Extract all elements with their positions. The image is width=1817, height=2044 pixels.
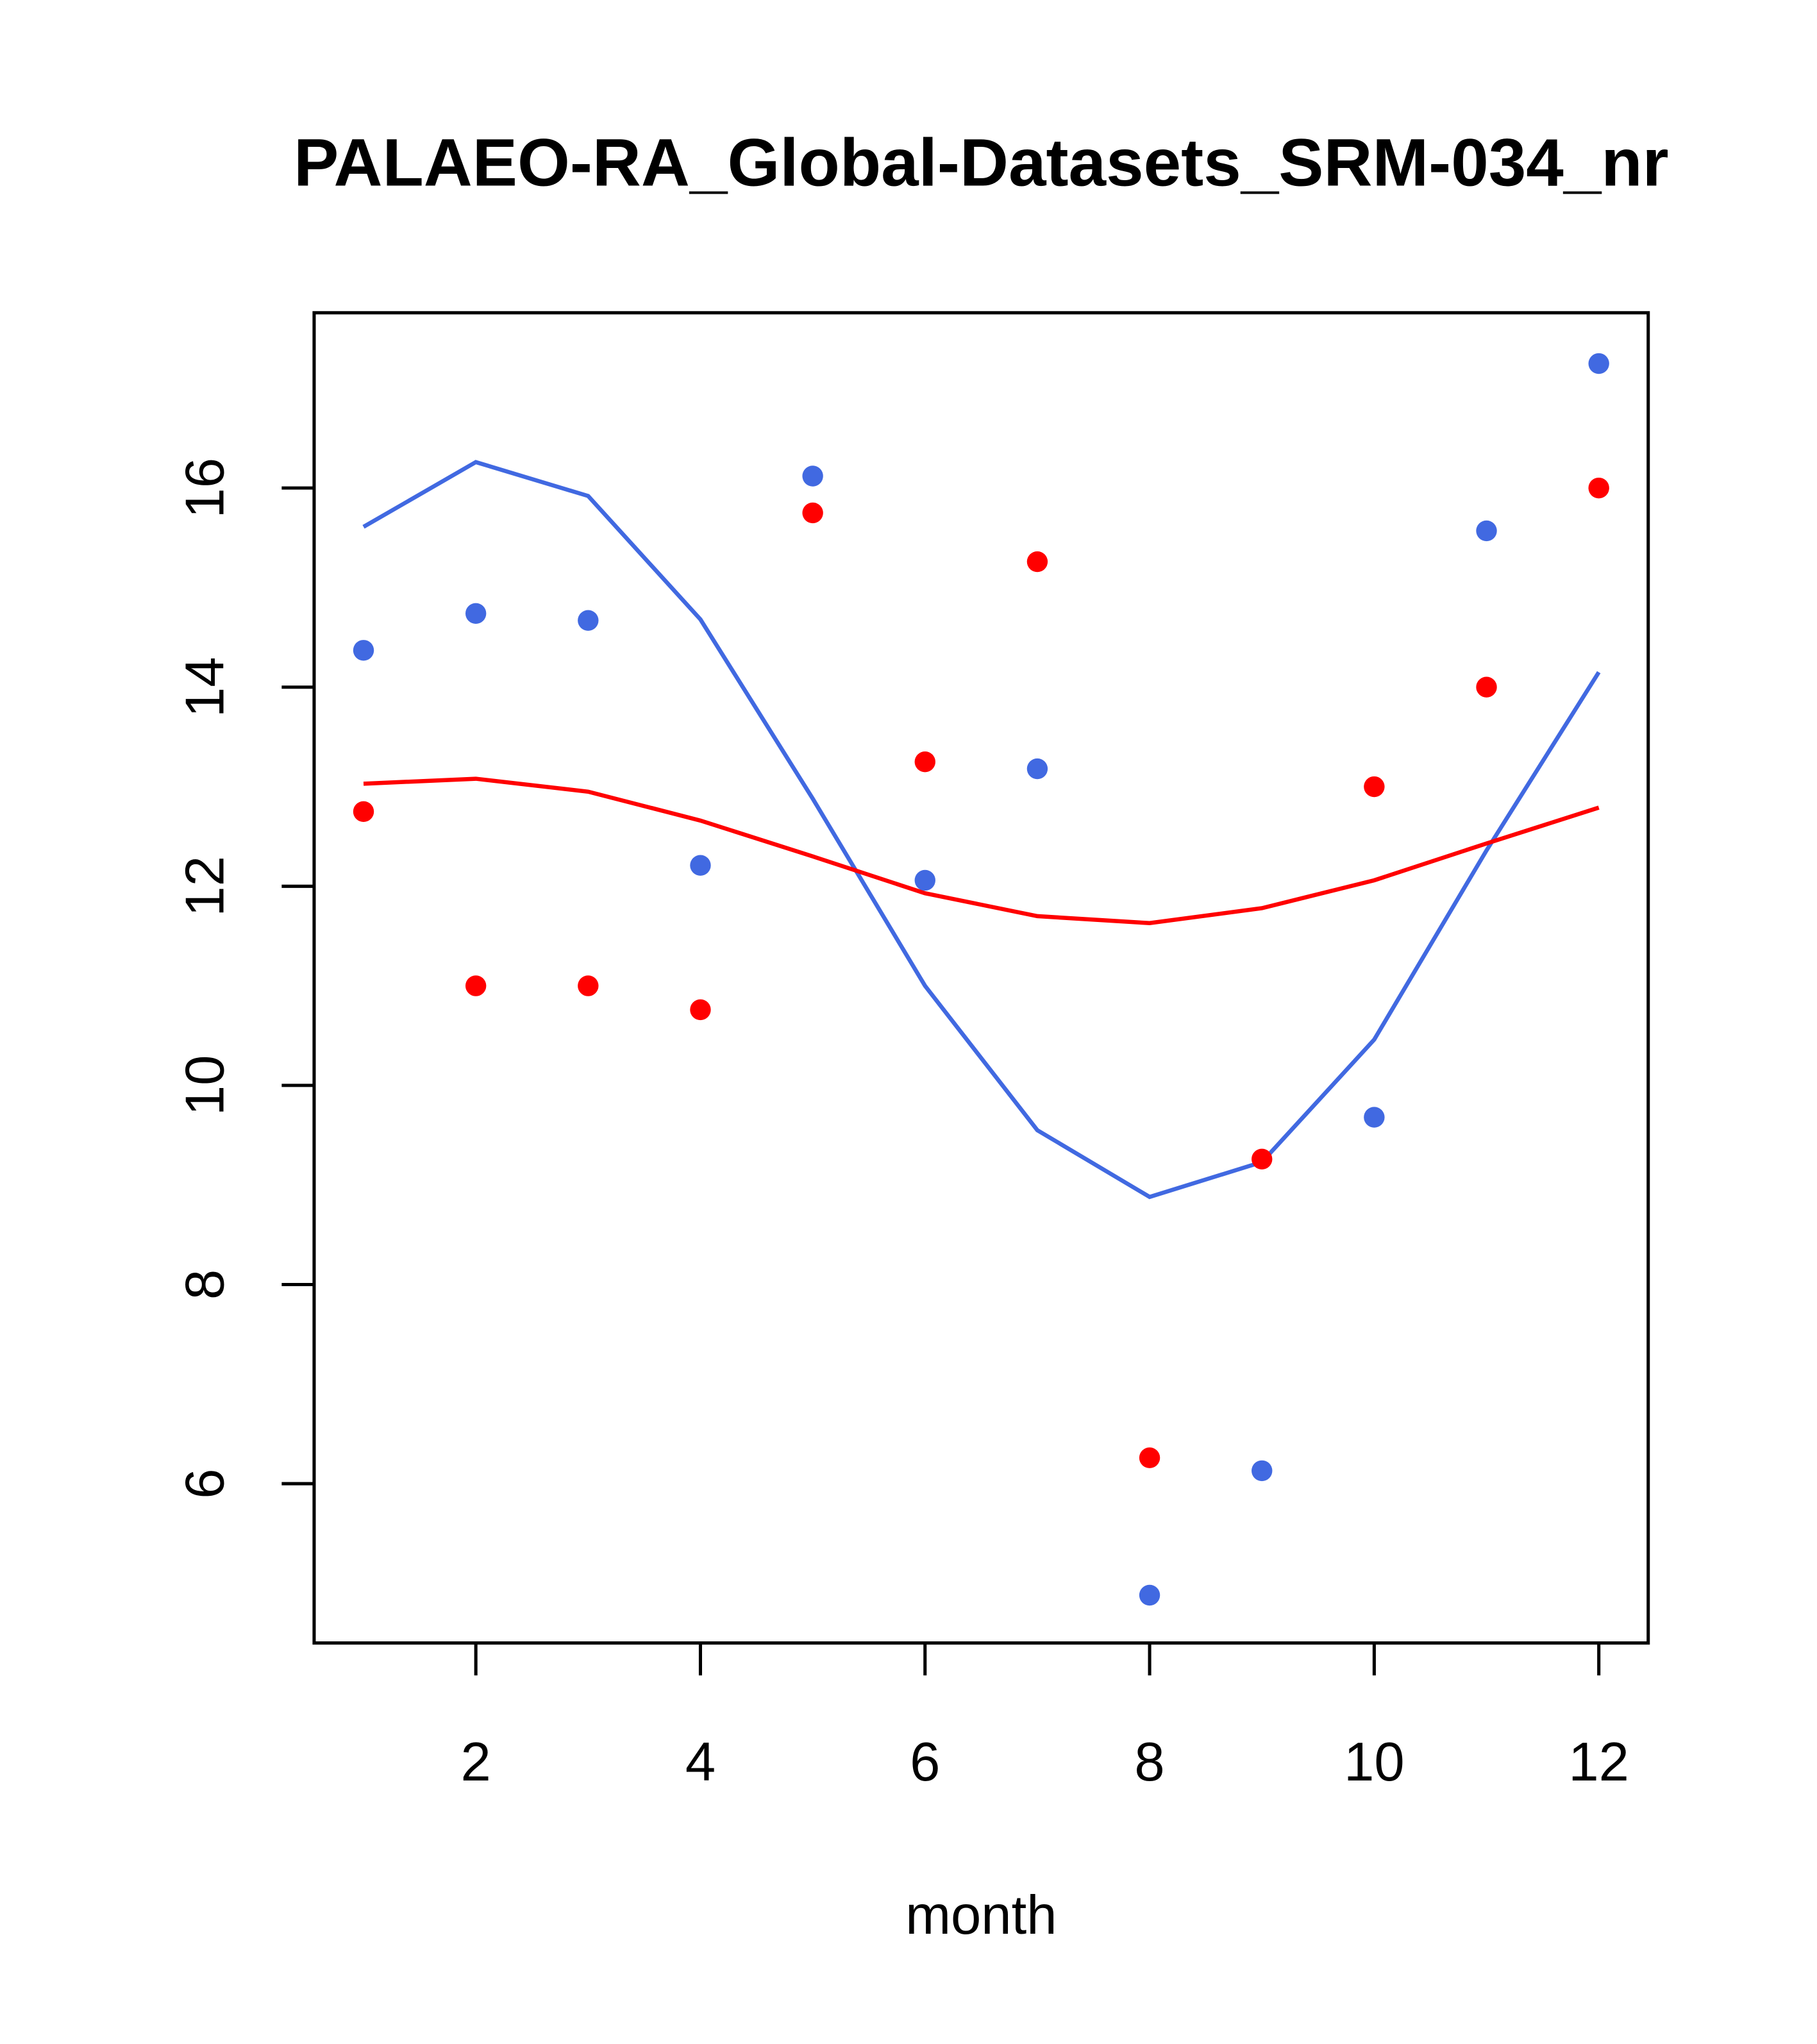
y-tick-label: 8 xyxy=(174,1269,235,1300)
blue-point xyxy=(690,855,711,876)
x-axis: 2 4 6 8 10 12 xyxy=(461,1643,1629,1793)
blue-point xyxy=(1476,520,1497,542)
red-line xyxy=(363,776,1600,926)
x-tick-label: 8 xyxy=(1134,1732,1164,1793)
blue-point xyxy=(465,603,487,624)
red-point xyxy=(1026,551,1048,573)
y-tick-label: 12 xyxy=(174,856,235,917)
blue-point xyxy=(1364,1107,1385,1128)
blue-point xyxy=(578,610,599,631)
red-point xyxy=(1139,1447,1160,1468)
blue-point xyxy=(1026,758,1048,780)
red-point xyxy=(1252,1148,1273,1170)
blue-point xyxy=(1588,353,1609,374)
x-tick-label: 6 xyxy=(910,1732,940,1793)
red-point xyxy=(578,975,599,996)
plot-frame xyxy=(312,311,1650,1645)
x-tick-label: 4 xyxy=(685,1732,716,1793)
y-tick-label: 10 xyxy=(174,1055,235,1116)
red-point xyxy=(690,999,711,1021)
red-point xyxy=(1476,676,1497,698)
blue-line xyxy=(362,460,1601,1200)
y-tick-label: 16 xyxy=(174,458,235,519)
red-point xyxy=(465,975,487,996)
red-point xyxy=(1588,477,1609,499)
blue-point xyxy=(802,465,823,487)
blue-point xyxy=(1252,1460,1273,1482)
x-tick-label: 10 xyxy=(1344,1732,1405,1793)
x-tick-label: 12 xyxy=(1568,1732,1629,1793)
red-point xyxy=(1364,776,1385,798)
y-tick-label: 14 xyxy=(174,657,235,717)
series-layer xyxy=(353,353,1609,1606)
x-tick-label: 2 xyxy=(461,1732,491,1793)
y-axis: 6 8 10 12 14 16 xyxy=(174,458,314,1499)
y-tick-label: 6 xyxy=(174,1468,235,1498)
blue-point xyxy=(1139,1584,1160,1606)
red-point xyxy=(802,502,823,524)
red-point xyxy=(914,751,935,773)
blue-point xyxy=(914,869,935,891)
blue-point xyxy=(353,640,374,661)
chart-title: PALAEO-RA_Global-Datasets_SRM-034_nr xyxy=(294,125,1669,200)
red-point xyxy=(353,801,374,823)
x-axis-label: month xyxy=(905,1885,1057,1946)
